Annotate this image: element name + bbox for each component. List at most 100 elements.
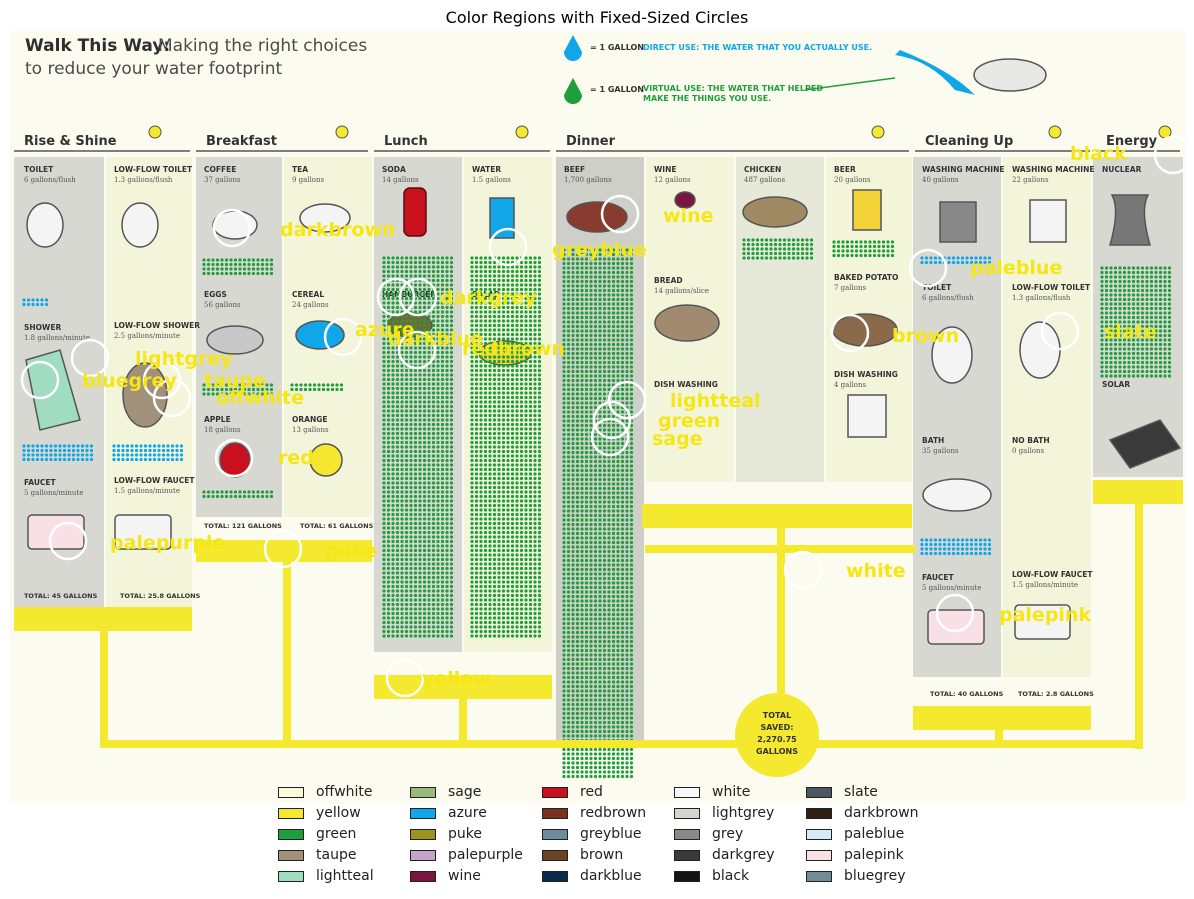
- droplet-dot: [479, 373, 483, 377]
- droplet-dot: [607, 284, 611, 288]
- droplet-dot: [382, 602, 386, 607]
- droplet-dot: [602, 585, 607, 590]
- droplet-dot: [616, 707, 620, 711]
- droplet-dot: [303, 383, 308, 387]
- droplet-dot: [400, 391, 404, 395]
- droplet-dot: [625, 261, 629, 266]
- droplet-dot: [470, 319, 474, 323]
- droplet-dot: [391, 535, 395, 539]
- droplet-dot: [589, 513, 593, 518]
- droplet-dot: [497, 476, 501, 481]
- droplet-dot: [445, 346, 449, 350]
- droplet-dot: [589, 639, 593, 644]
- droplet-dot: [598, 387, 602, 392]
- droplet-dot: [400, 589, 404, 593]
- droplet-dot: [382, 481, 386, 485]
- droplet-dot: [251, 271, 256, 276]
- droplet-dot: [449, 593, 454, 598]
- droplet-dot: [404, 584, 409, 589]
- droplet-dot: [533, 341, 537, 346]
- droplet-dot: [431, 310, 436, 314]
- droplet-dot: [566, 410, 571, 414]
- droplet-dot: [629, 545, 634, 549]
- droplet-dot: [519, 377, 524, 382]
- droplet-dot: [479, 350, 483, 355]
- droplet-dot: [533, 368, 537, 373]
- droplet-dot: [598, 338, 602, 342]
- droplet-dot: [580, 347, 584, 351]
- droplet-dot: [422, 296, 427, 301]
- droplet-dot: [497, 404, 501, 409]
- droplet-dot: [620, 720, 625, 725]
- droplet-dot: [566, 662, 571, 666]
- droplet-dot: [519, 278, 524, 283]
- droplet-dot: [602, 563, 607, 567]
- droplet-dot: [510, 359, 515, 364]
- droplet-dot: [449, 413, 454, 418]
- droplet-dot: [510, 611, 515, 616]
- droplet-dot: [571, 684, 575, 689]
- droplet-dot: [620, 536, 625, 540]
- droplet-dot: [537, 535, 542, 539]
- droplet-dot: [611, 306, 616, 311]
- droplet-dot: [519, 580, 524, 584]
- droplet-dot: [533, 467, 537, 472]
- droplet-dot: [474, 481, 479, 485]
- droplet-dot: [501, 611, 506, 616]
- droplet-dot: [575, 572, 580, 576]
- droplet-dot: [497, 517, 501, 521]
- droplet-dot: [400, 494, 404, 499]
- droplet-dot: [629, 270, 634, 275]
- droplet-dot: [483, 593, 488, 598]
- droplet-dot: [533, 530, 537, 535]
- droplet-dot: [422, 598, 427, 602]
- droplet-dot: [611, 473, 616, 477]
- droplet-dot: [575, 558, 580, 563]
- droplet-dot: [391, 355, 395, 359]
- droplet-dot: [580, 468, 584, 473]
- droplet-dot: [598, 464, 602, 468]
- droplet-dot: [571, 491, 575, 495]
- droplet-dot: [598, 491, 602, 495]
- droplet-dot: [571, 702, 575, 707]
- droplet-dot: [625, 648, 629, 653]
- droplet-dot: [436, 607, 440, 611]
- droplet-dot: [593, 248, 598, 252]
- droplet-dot: [519, 337, 524, 341]
- droplet-dot: [422, 530, 427, 535]
- droplet-dot: [404, 553, 409, 557]
- droplet-dot: [422, 539, 427, 544]
- droplet-dot: [584, 612, 589, 617]
- droplet-dot: [413, 427, 418, 431]
- droplet-dot: [501, 296, 506, 301]
- droplet-dot: [571, 468, 575, 473]
- droplet-dot: [382, 575, 386, 580]
- droplet-dot: [506, 535, 510, 539]
- droplet-dot: [422, 386, 427, 391]
- droplet-dot: [562, 626, 566, 630]
- droplet-dot: [427, 341, 431, 346]
- droplet-dot: [575, 419, 580, 423]
- droplet-dot: [607, 252, 611, 257]
- droplet-dot: [519, 512, 524, 517]
- droplet-dot: [400, 499, 404, 503]
- droplet-dot: [593, 293, 598, 297]
- droplet-dot: [130, 444, 134, 448]
- droplet-dot: [386, 386, 391, 391]
- droplet-dot: [395, 508, 400, 512]
- droplet-dot: [611, 689, 616, 693]
- droplet-dot: [602, 270, 607, 275]
- droplet-dot: [445, 589, 449, 593]
- droplet-dot: [566, 590, 571, 594]
- droplet-dot: [445, 256, 449, 260]
- droplet-dot: [571, 410, 575, 414]
- droplet-dot: [474, 274, 479, 278]
- droplet-dot: [598, 554, 602, 558]
- droplet-dot: [566, 689, 571, 693]
- droplet-dot: [427, 521, 431, 526]
- virtual-use-dots: [382, 256, 454, 638]
- droplet-dot: [436, 314, 440, 319]
- droplet-dot: [616, 630, 620, 635]
- droplet-dot: [524, 602, 528, 607]
- droplet-dot: [492, 328, 497, 332]
